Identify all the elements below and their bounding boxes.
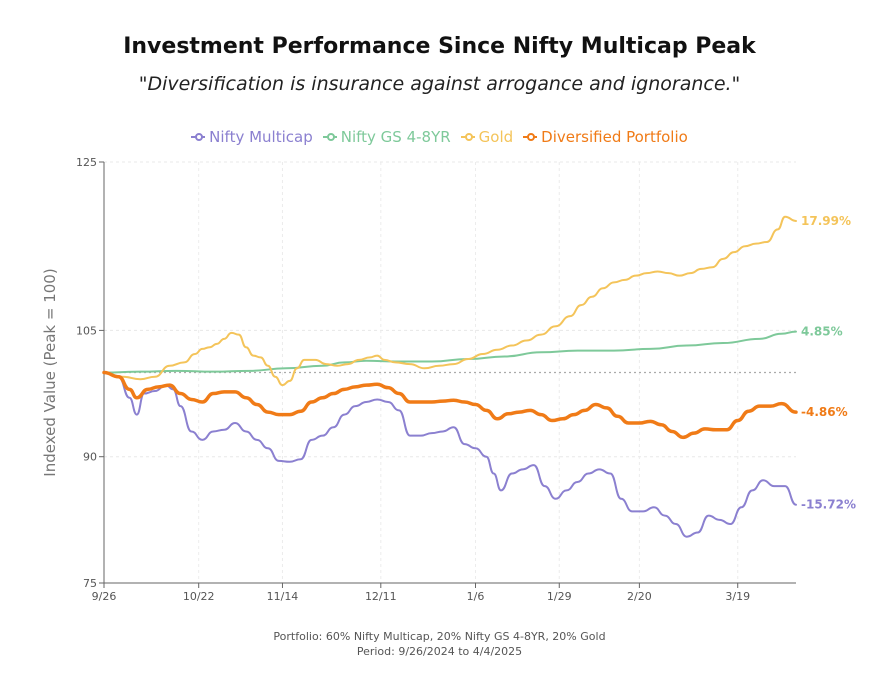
legend-marker-nifty-gs [322, 132, 337, 142]
footer-period-note: Period: 9/26/2024 to 4/4/2025 [356, 645, 523, 658]
y-axis-label: Indexed Value (Peak = 100) [41, 268, 59, 476]
legend-item-nifty-multicap[interactable]: Nifty Multicap [191, 128, 313, 146]
legend-marker-nifty-multicap [191, 132, 206, 142]
chart-footer: Portfolio: 60% Nifty Multicap, 20% Nifty… [0, 629, 879, 659]
series-line-nifty-gs [103, 330, 797, 374]
y-tick-label: 90 [83, 451, 97, 464]
footer-portfolio-note: Portfolio: 60% Nifty Multicap, 20% Nifty… [273, 630, 606, 643]
y-tick-label: 105 [76, 324, 97, 337]
end-label-nifty-multicap: -15.72% [801, 498, 856, 512]
series-line-diversified-portfolio [102, 370, 798, 440]
legend-label-diversified-portfolio: Diversified Portfolio [541, 128, 688, 146]
x-tick-label: 2/20 [627, 590, 652, 603]
series-line-nifty-multicap [103, 371, 797, 538]
x-tick-label: 11/14 [267, 590, 299, 603]
legend-label-gold: Gold [478, 128, 514, 146]
y-tick-label: 125 [76, 156, 97, 169]
x-tick-label: 10/22 [183, 590, 215, 603]
legend-marker-gold [460, 132, 475, 142]
x-tick-label: 9/26 [92, 590, 117, 603]
chart-title: Investment Performance Since Nifty Multi… [123, 34, 756, 59]
end-label-gold: 17.99% [801, 214, 851, 228]
y-tick-label: 75 [83, 577, 97, 590]
legend-label-nifty-multicap: Nifty Multicap [209, 128, 313, 146]
legend-item-nifty-gs[interactable]: Nifty GS 4-8YR [322, 128, 451, 146]
legend-label-nifty-gs: Nifty GS 4-8YR [340, 128, 451, 146]
x-tick-label: 1/6 [467, 590, 485, 603]
legend-item-diversified-portfolio[interactable]: Diversified Portfolio [523, 128, 688, 146]
x-tick-label: 12/11 [365, 590, 397, 603]
x-tick-label: 3/19 [725, 590, 750, 603]
legend-marker-diversified-portfolio [523, 132, 538, 142]
x-tick-label: 1/29 [547, 590, 572, 603]
series-line-gold [103, 215, 797, 387]
end-label-nifty-gs: 4.85% [801, 325, 843, 339]
legend-item-gold[interactable]: Gold [460, 128, 514, 146]
legend: Nifty Multicap Nifty GS 4-8YR Gold Diver… [0, 128, 879, 146]
end-label-diversified-portfolio: -4.86% [801, 405, 848, 419]
chart-subtitle: "Diversification is insurance against ar… [138, 73, 741, 95]
